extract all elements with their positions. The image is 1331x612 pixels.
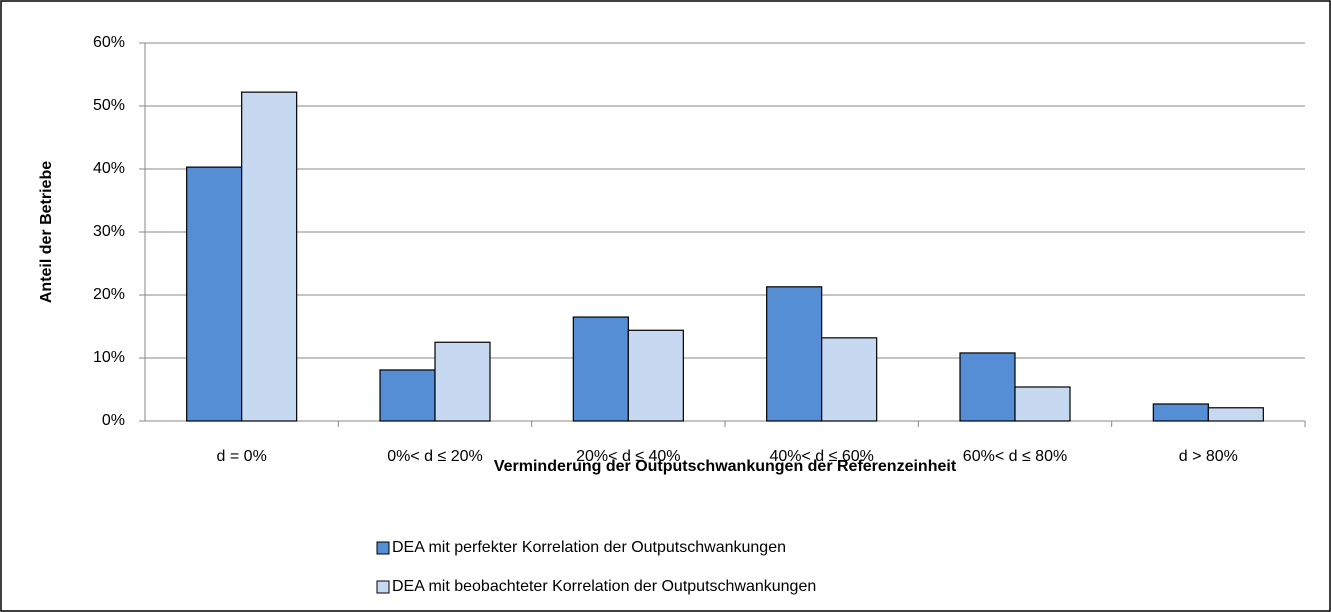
x-tick-label: d = 0% [217,448,267,465]
y-tick-label: 60% [93,34,125,51]
legend-label: DEA mit perfekter Korrelation der Output… [392,539,786,556]
bar [434,341,491,422]
legend-swatch [376,541,390,555]
bar [766,286,823,422]
x-tick-label: d > 80% [1179,448,1238,465]
legend-label: DEA mit beobachteter Korrelation der Out… [392,578,816,595]
y-tick-label: 50% [93,97,125,114]
y-tick-label: 30% [93,223,125,240]
bar [572,316,629,422]
y-tick-label: 0% [102,412,125,429]
bar [821,337,878,422]
y-tick-label: 10% [93,349,125,366]
x-tick-label: 20%< d ≤ 40% [576,448,680,465]
x-tick-label: 0%< d ≤ 20% [387,448,483,465]
x-axis-title: Verminderung der Outputschwankungen der … [494,458,957,475]
bar [379,369,436,422]
bar [959,352,1016,422]
legend-swatch [376,580,390,594]
bar [627,329,684,422]
y-tick-label: 40% [93,160,125,177]
y-tick-label: 20% [93,286,125,303]
bar [1014,386,1071,422]
bar [241,91,298,422]
bar [1207,407,1264,422]
bar [1152,403,1209,422]
y-axis-title: Anteil der Betriebe [38,161,55,303]
x-tick-label: 40%< d ≤ 60% [769,448,873,465]
bar [186,166,243,422]
x-tick-label: 60%< d ≤ 80% [963,448,1067,465]
